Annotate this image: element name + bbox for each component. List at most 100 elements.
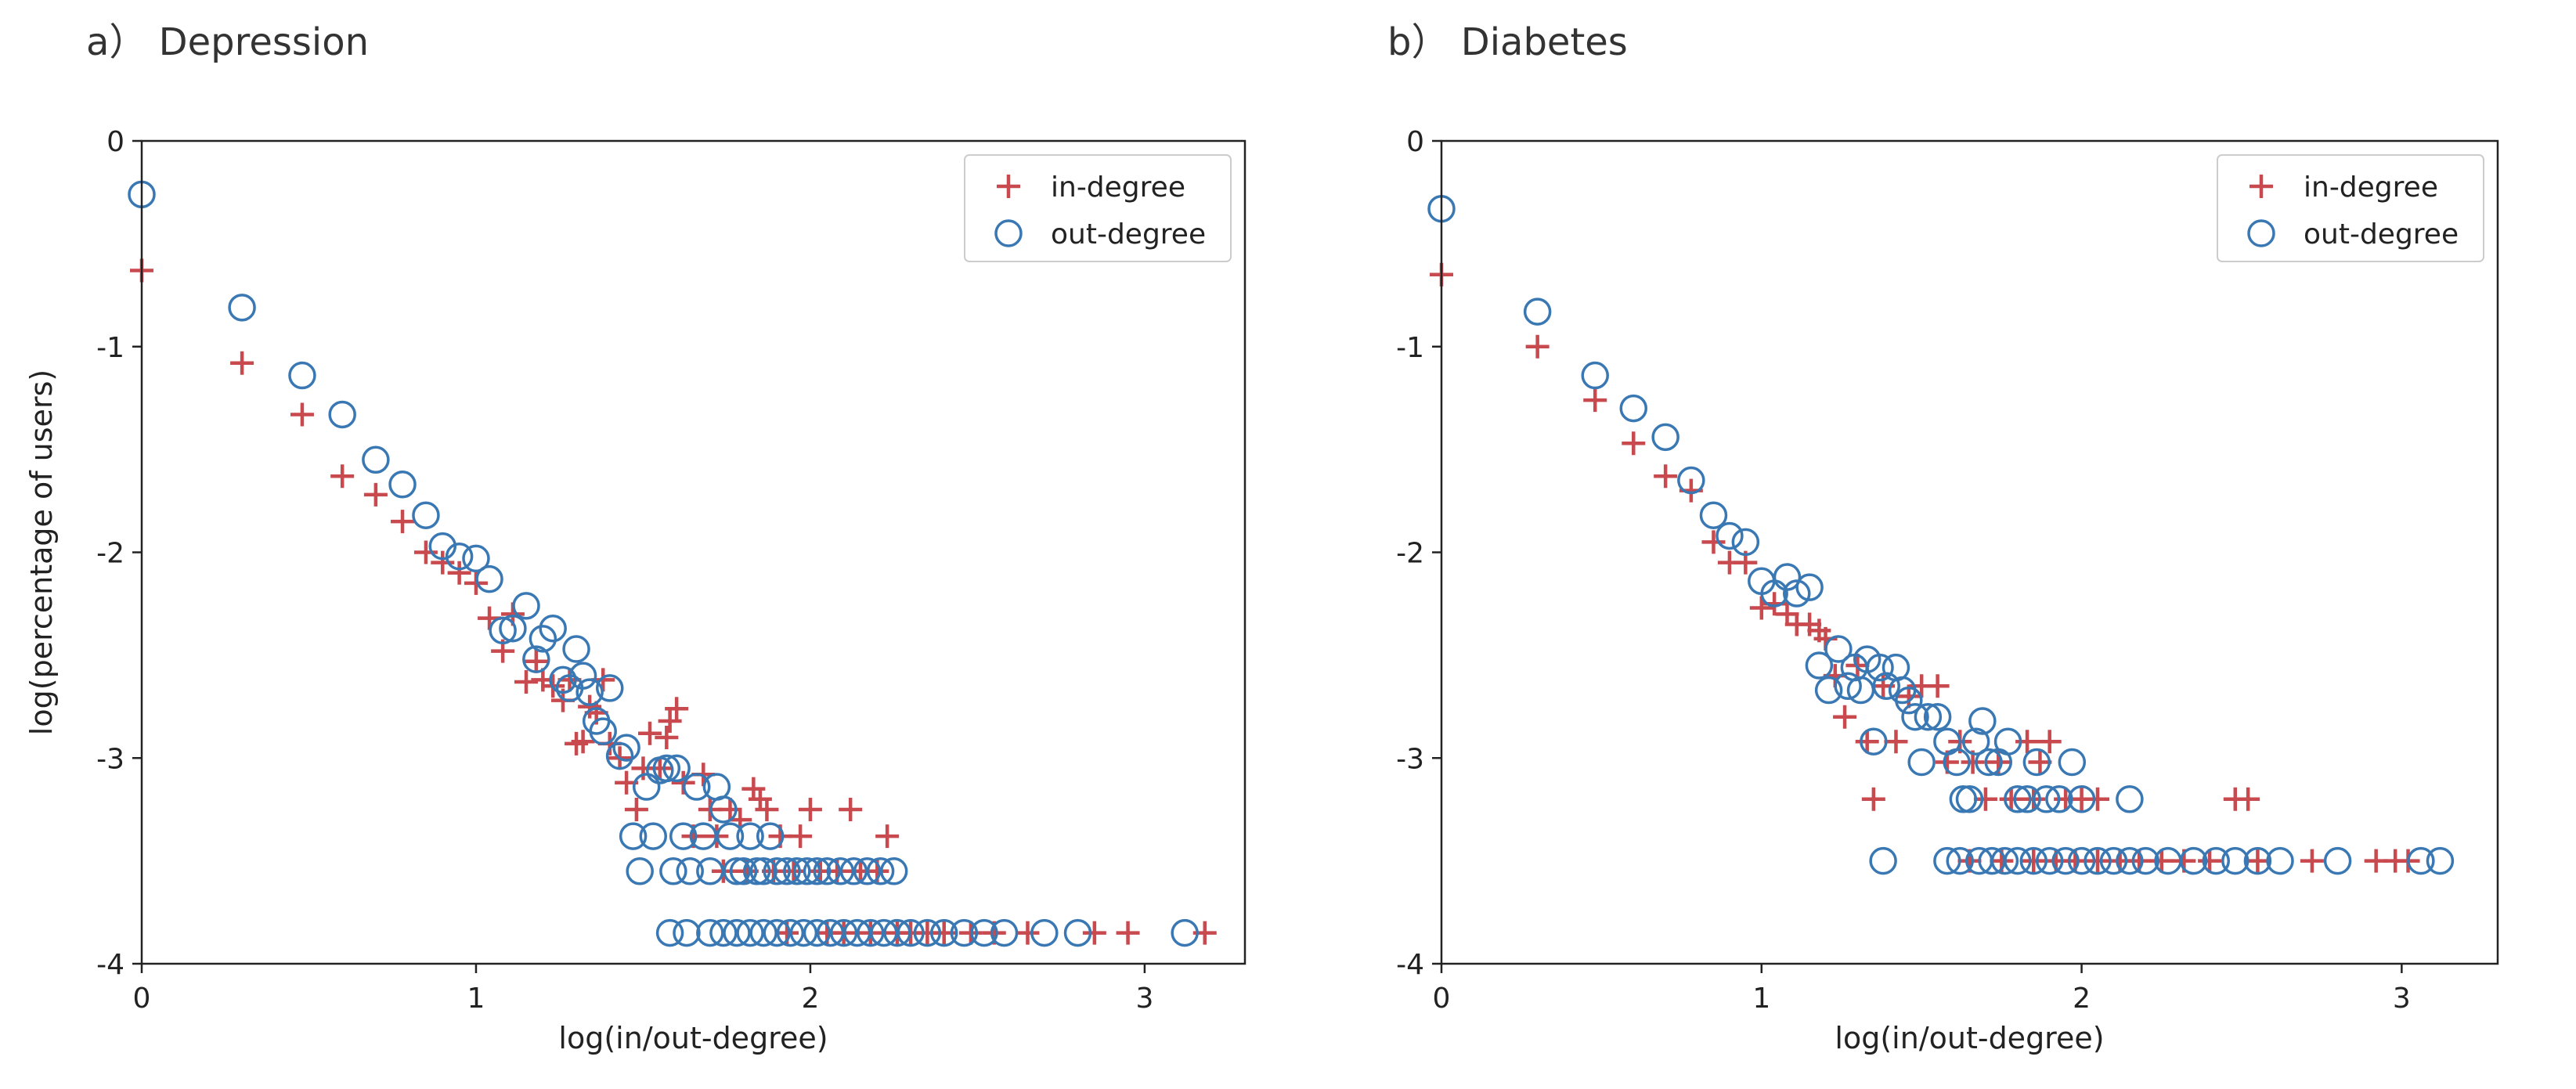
y-tick-label: 0 — [1406, 126, 1424, 158]
in-degree-point — [2037, 730, 2062, 754]
y-axis-label: log(percentage of users) — [24, 370, 59, 735]
out-degree-point — [1869, 846, 1897, 875]
axes-frame — [1440, 139, 2499, 965]
series-out-degree — [128, 180, 1199, 947]
in-degree-point — [1654, 464, 1678, 489]
y-tick-label: -2 — [1396, 538, 1424, 570]
out-degree-point — [288, 361, 316, 390]
out-degree-point — [2243, 846, 2272, 875]
in-degree-point — [1775, 602, 1799, 626]
out-degree-point — [2084, 846, 2112, 875]
out-degree-point — [639, 822, 668, 850]
in-degree-point — [1701, 530, 1726, 554]
in-degree-point — [798, 797, 822, 821]
in-degree-point — [1861, 787, 1885, 811]
out-degree-point — [2099, 846, 2128, 875]
out-degree-point — [2266, 846, 2294, 875]
out-degree-point — [575, 678, 604, 706]
y-tick-label: -1 — [96, 332, 124, 364]
out-degree-point — [2004, 846, 2032, 875]
out-degree-point — [2407, 846, 2435, 875]
out-degree-point — [776, 918, 805, 947]
out-degree-point — [749, 857, 777, 885]
in-degree-point — [1749, 596, 1773, 620]
in-degree-point — [637, 721, 662, 745]
out-degree-point — [2202, 846, 2231, 875]
x-tick-label: 0 — [133, 983, 151, 1015]
out-degree-point — [1814, 676, 1843, 705]
x-tick-label: 1 — [467, 983, 485, 1015]
out-degree-point — [2022, 748, 2051, 777]
out-degree-point — [723, 918, 751, 947]
out-degree-point — [929, 918, 958, 947]
out-degree-point — [736, 822, 764, 850]
in-degree-point — [648, 756, 672, 781]
out-degree-point — [816, 918, 845, 947]
in-degree-point — [447, 561, 471, 585]
in-degree-point — [2086, 787, 2110, 811]
out-degree-point — [522, 645, 550, 673]
out-degree-point — [709, 918, 738, 947]
out-degree-point — [562, 635, 590, 663]
out-degree-point — [2019, 846, 2048, 875]
in-degree-point — [524, 649, 548, 673]
out-degree-point — [1619, 394, 1648, 423]
out-degree-point — [2116, 846, 2144, 875]
x-axis-label: log(in/out-degree) — [1835, 1021, 2104, 1055]
y-tick-label: -4 — [96, 949, 124, 981]
out-degree-point — [499, 614, 527, 643]
out-degree-point — [2221, 846, 2249, 875]
y-tick-label: -3 — [96, 743, 124, 775]
out-degree-point — [1783, 579, 1811, 608]
out-degree-point — [462, 544, 490, 573]
series-out-degree — [1427, 194, 2455, 875]
out-degree-point — [1990, 846, 2019, 875]
out-degree-point — [1975, 748, 2003, 777]
out-degree-point — [2058, 748, 2087, 777]
series-in-degree — [1430, 262, 2420, 873]
in-degree-point — [1884, 730, 1908, 754]
out-degree-point — [1731, 528, 1760, 557]
in-degree-point — [230, 351, 254, 375]
out-degree-point — [749, 918, 777, 947]
in-degree-point — [788, 824, 813, 849]
out-degree-point — [328, 400, 356, 429]
out-degree-point — [839, 857, 868, 885]
in-degree-point — [571, 730, 595, 754]
out-degree-point — [445, 543, 474, 571]
out-degree-point — [475, 564, 503, 593]
legend-label-in-degree: in-degree — [1051, 171, 1185, 204]
out-degree-point — [568, 662, 597, 690]
out-degree-point — [1955, 785, 1984, 813]
out-degree-point — [2035, 846, 2064, 875]
out-degree-point — [1581, 361, 1609, 390]
out-degree-point — [412, 501, 440, 529]
in-degree-point — [1925, 674, 1950, 698]
out-degree-point — [2032, 785, 2061, 813]
in-degree-point — [655, 725, 679, 749]
out-degree-point — [742, 857, 771, 885]
legend-circle-marker — [2247, 219, 2275, 247]
out-degree-point — [683, 773, 711, 801]
out-degree-point — [773, 857, 801, 885]
out-degree-point — [1860, 727, 1888, 755]
in-degree-point — [1116, 921, 1140, 945]
chart-panel-depression: 0 1 2 3 0 -1 -2 -3 -4 log(in/out-degree) log(perce… — [24, 126, 1247, 1055]
in-degree-point — [290, 402, 314, 427]
in-degree-point — [2198, 849, 2222, 873]
out-degree-point — [673, 918, 701, 947]
out-degree-point — [829, 918, 858, 947]
out-degree-point — [1523, 297, 1552, 326]
legend-circle-marker — [994, 219, 1023, 247]
out-degree-point — [596, 674, 624, 702]
panel-title-diabetes: b） Diabetes — [1387, 20, 1628, 64]
in-degree-point — [2086, 849, 2110, 873]
out-degree-point — [2426, 846, 2455, 875]
legend-plus-marker — [997, 175, 1020, 198]
out-degree-point — [512, 592, 540, 620]
in-degree-point — [1016, 921, 1040, 945]
out-degree-point — [1968, 707, 1997, 735]
y-tick-label: -1 — [1396, 332, 1424, 364]
out-degree-point — [2045, 785, 2073, 813]
